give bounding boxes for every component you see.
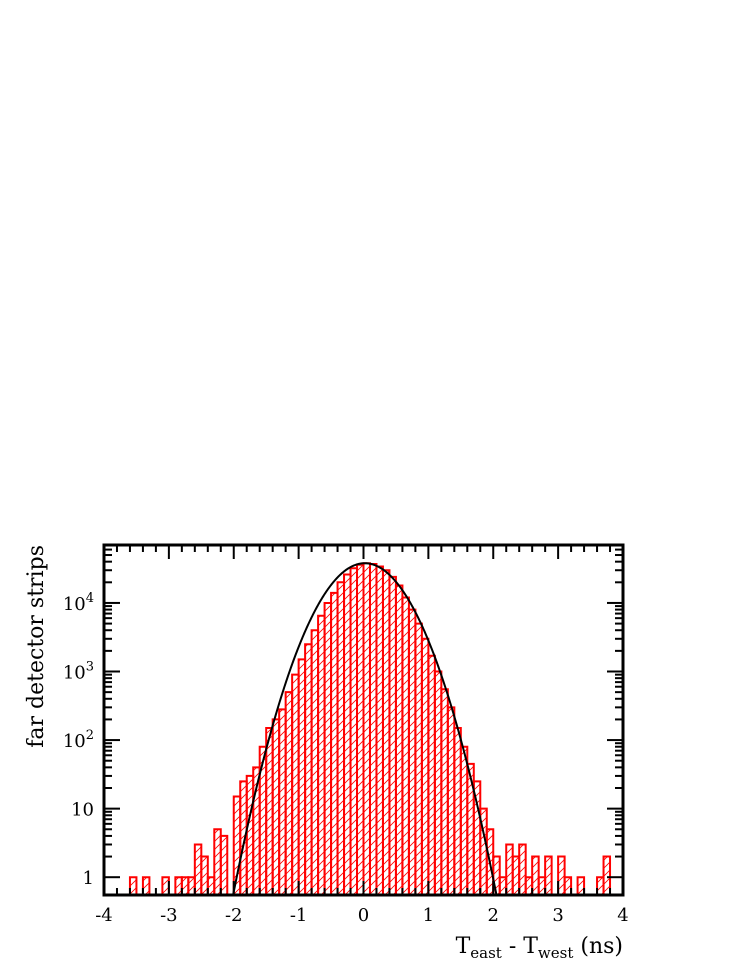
x-tick-label: 0 (358, 905, 369, 926)
histogram-bin-fill (519, 844, 526, 895)
histogram-bin-fill (129, 877, 137, 895)
gaussian-fit-curve (232, 562, 498, 895)
x-tick-label: 3 (552, 905, 563, 926)
histogram-bin-fill (428, 655, 435, 895)
histogram-bin-fill (473, 781, 481, 895)
histogram-bin-fill (415, 623, 422, 895)
histogram-bin-fill (305, 644, 312, 895)
histogram-bin-fill (545, 856, 552, 895)
x-axis: -4 -3 -2 -1 0 1 2 3 4 (95, 545, 629, 926)
histogram-bin-fill (350, 568, 358, 895)
y-tick-label: 10 (71, 800, 94, 821)
histogram-bin (128, 876, 138, 895)
histogram-bin-fill (240, 781, 247, 895)
histogram-bin-fill (441, 689, 448, 895)
y-axis: 1 10 102 103 104 (63, 544, 623, 889)
histogram-bin-fill (344, 574, 351, 895)
histogram-bin-fill (318, 615, 325, 895)
histogram-bin (557, 855, 566, 895)
histogram-bin-fill (357, 564, 364, 895)
histogram-bin-fill (447, 707, 455, 895)
histogram-bin (544, 855, 553, 895)
histogram-bin-fill (324, 602, 332, 895)
plot-area (102, 543, 625, 897)
histogram-bin-fill (376, 566, 383, 895)
histogram-bin-fill (259, 746, 267, 895)
histogram-bin-fill (181, 877, 189, 895)
x-tick-label: 2 (488, 905, 499, 926)
histogram-bin-fill (499, 877, 507, 895)
histogram-bin (531, 855, 540, 895)
histogram-bin-fill (272, 719, 280, 895)
y-tick-label: 1 (83, 868, 94, 889)
histogram-bin-fill (266, 727, 273, 895)
histogram-bin-fill (298, 659, 306, 895)
histogram-bin-fill (421, 638, 429, 895)
histogram-bin-fill (253, 767, 260, 895)
histogram-bin (563, 876, 573, 895)
histogram-bin-fill (363, 563, 370, 895)
histogram-bin-fill (467, 763, 474, 895)
histogram-bin-fill (389, 576, 396, 895)
histogram-bin-fill (408, 609, 416, 895)
histogram-bin-fill (538, 877, 546, 895)
histogram-bin-fill (603, 856, 611, 895)
histogram-bin-fill (395, 585, 403, 895)
y-axis-label: far detector strips (24, 545, 49, 748)
histogram-bin-fill (460, 746, 468, 895)
histogram-bin-fill (162, 877, 169, 895)
y-tick-label: 102 (63, 728, 94, 752)
histogram-bin-fill (434, 671, 442, 895)
histogram-bin-fill (292, 674, 299, 895)
histogram-bin-fill (201, 856, 208, 895)
histogram-bin-fill (188, 877, 195, 895)
histogram-bin-fill (558, 856, 565, 895)
histogram-bin-fill (233, 796, 241, 895)
histogram-bin-fill (369, 563, 377, 895)
histogram-group (128, 562, 612, 895)
histogram-bin-fill (480, 808, 487, 895)
x-tick-label: 4 (617, 905, 628, 926)
histogram-bin-fill (285, 692, 293, 895)
histogram-bin-fill (402, 597, 409, 895)
histogram-bin (219, 834, 229, 895)
x-tick-label: -1 (290, 905, 308, 926)
histogram-bin-fill (214, 829, 221, 895)
x-tick-label: 1 (423, 905, 434, 926)
histogram-bin-fill (577, 877, 585, 895)
histogram-bin (200, 855, 209, 895)
histogram-bin (518, 843, 527, 895)
x-axis-label: Teast - Twest (ns) (456, 934, 623, 962)
histogram-bin-fill (279, 709, 286, 895)
histogram-bin-fill (493, 856, 500, 895)
histogram-bin-fill (175, 877, 182, 895)
histogram-bin-fill (194, 844, 202, 895)
histogram-bin-fill (525, 877, 533, 895)
histogram-bin-fill (311, 630, 319, 895)
histogram-bin-fill (512, 856, 520, 895)
y-tick-label: 103 (63, 660, 94, 684)
histogram-bin-fill (382, 570, 390, 895)
histogram-bin-fill (207, 877, 215, 895)
histogram-bin-fill (142, 877, 150, 895)
histogram-bin-fill (564, 877, 572, 895)
histogram-bin-fill (454, 727, 461, 895)
histogram-bin (602, 855, 612, 895)
y-tick-label: 104 (63, 591, 94, 615)
histogram-bin-fill (220, 835, 228, 895)
x-tick-label: -3 (160, 905, 178, 926)
x-tick-label: -2 (225, 905, 243, 926)
histogram-bin (141, 876, 151, 895)
histogram-bin-fill (532, 856, 539, 895)
histogram-bin-fill (331, 592, 338, 895)
histogram-bin-fill (246, 775, 254, 895)
histogram-bin-fill (506, 844, 513, 895)
histogram-bin-fill (597, 877, 604, 895)
x-tick-label: -4 (95, 905, 113, 926)
histogram-bin (576, 876, 586, 895)
histogram-bin-fill (337, 582, 345, 895)
